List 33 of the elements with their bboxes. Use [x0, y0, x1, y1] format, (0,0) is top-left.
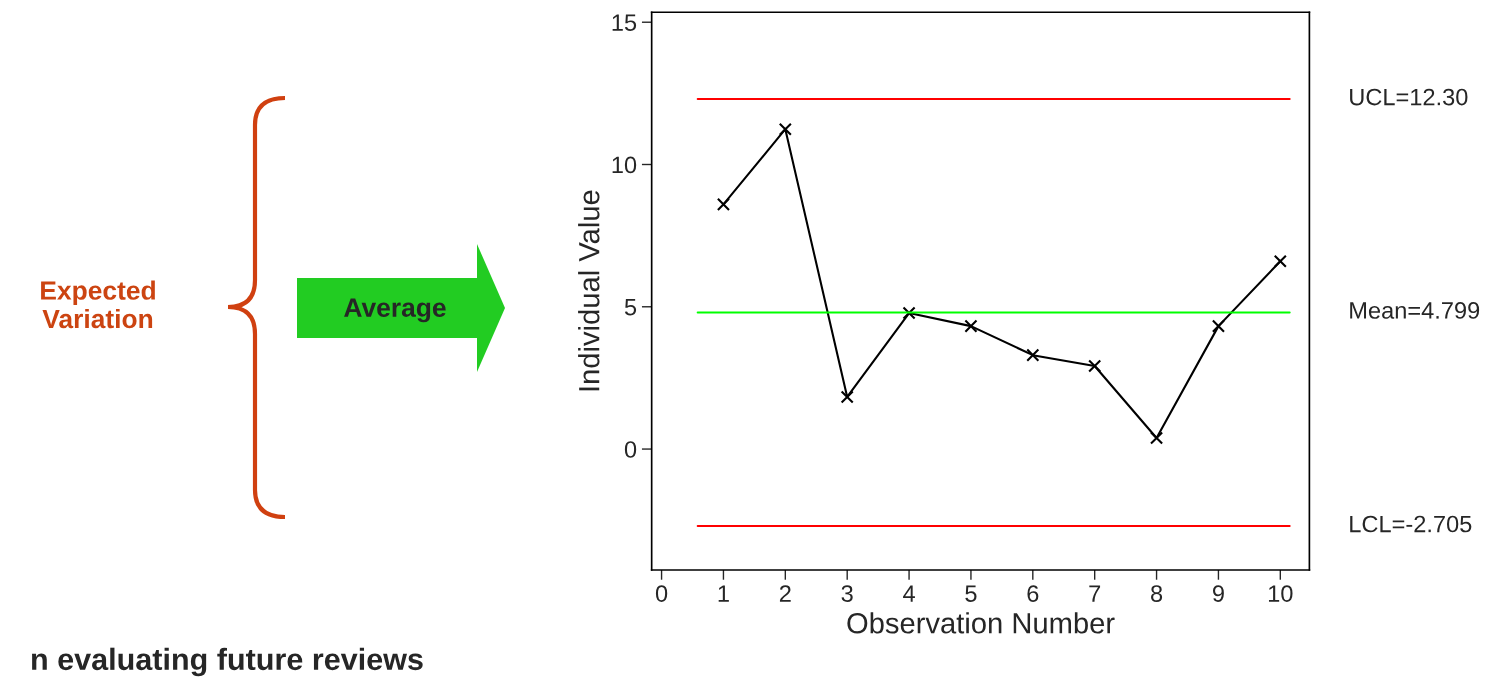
point [1273, 254, 1287, 268]
x-tick-label: 5 [965, 585, 977, 602]
point [778, 122, 792, 136]
text: Expected Variation [41, 280, 155, 329]
point [1088, 359, 1102, 373]
text: n evaluating future reviews [32, 647, 423, 677]
x-tick-label: 4 [903, 585, 915, 602]
y-tick-label: 5 [624, 299, 637, 316]
ref-line-label: Mean=4.799 [1350, 302, 1480, 319]
point [1026, 348, 1040, 362]
point [716, 197, 731, 211]
ref-line-label: UCL=12.30 [1350, 88, 1468, 106]
x-tick-label: 0 [655, 585, 668, 602]
point [902, 306, 916, 320]
x-tick-label: 9 [1212, 585, 1224, 602]
y-tick-label: 15 [612, 14, 637, 32]
x-tick-label: 1 [718, 585, 729, 602]
x-tick-label: 7 [1089, 585, 1101, 602]
x-tick-label: 3 [841, 585, 853, 602]
text: Average [344, 298, 446, 323]
point [1149, 431, 1164, 445]
x-tick-label: 10 [1268, 585, 1293, 602]
point [840, 390, 854, 404]
ref-line-label: LCL=-2.705 [1350, 515, 1472, 533]
y-tick-label: 0 [624, 441, 637, 458]
x-tick-label: 6 [1027, 585, 1039, 602]
x-tick-label: 8 [1151, 585, 1163, 602]
y-axis-title: Individual Value [578, 190, 600, 391]
point [1211, 319, 1226, 333]
x-axis-title: Observation Number [847, 612, 1115, 634]
x-tick-label: 2 [779, 585, 791, 602]
point [964, 319, 978, 333]
y-tick-label: 10 [612, 156, 637, 174]
